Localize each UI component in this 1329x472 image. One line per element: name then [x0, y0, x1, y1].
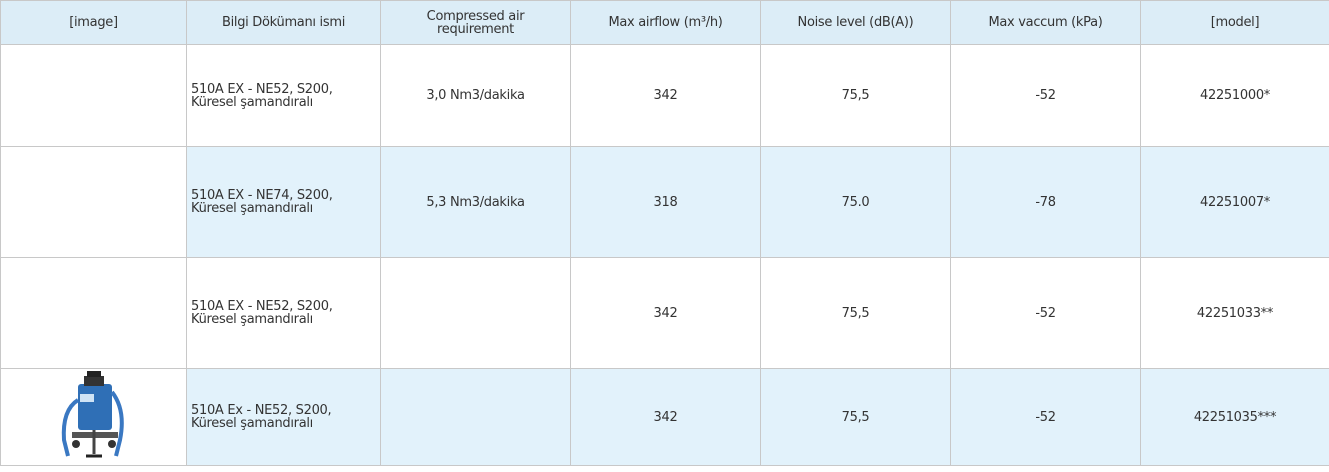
- table-row: 510A EX - NE74, S200, Küresel şamandıral…: [1, 147, 1329, 258]
- table-cell: 75,5: [761, 45, 951, 147]
- header-cell: Max vaccum (kPa): [951, 1, 1141, 45]
- table-cell: 510A EX - NE74, S200, Küresel şamandıral…: [187, 147, 381, 258]
- header-cell: Compressed air requirement: [381, 1, 571, 45]
- table-cell: 42251000*: [1141, 45, 1329, 147]
- table-cell: 42251007*: [1141, 147, 1329, 258]
- table-cell: 318: [571, 147, 761, 258]
- table-cell: 342: [571, 258, 761, 369]
- header-cell: [image]: [1, 1, 187, 45]
- table-row: 510A EX - NE52, S200, Küresel şamandıral…: [1, 258, 1329, 369]
- table-cell: 342: [571, 369, 761, 466]
- header-cell: Bilgi Dökümanı ismi: [187, 1, 381, 45]
- header-cell: Max airflow (m³/h): [571, 1, 761, 45]
- table-cell: -52: [951, 45, 1141, 147]
- table-cell: 5,3 Nm3/dakika: [381, 147, 571, 258]
- table-cell: 510A EX - NE52, S200, Küresel şamandıral…: [187, 258, 381, 369]
- page: [image]Bilgi Dökümanı ismiCompressed air…: [0, 0, 1329, 472]
- table-cell: [381, 369, 571, 466]
- image-cell: [1, 369, 187, 466]
- table-cell: 75.0: [761, 147, 951, 258]
- image-cell: [1, 147, 187, 258]
- table-cell: -52: [951, 258, 1141, 369]
- table-cell: 510A Ex - NE52, S200, Küresel şamandıral…: [187, 369, 381, 466]
- table-cell: 75,5: [761, 369, 951, 466]
- table-cell: 75,5: [761, 258, 951, 369]
- table-cell: 42251035***: [1141, 369, 1329, 466]
- table-body: 510A EX - NE52, S200, Küresel şamandıral…: [1, 45, 1329, 466]
- table-cell: 3,0 Nm3/dakika: [381, 45, 571, 147]
- table-cell: 342: [571, 45, 761, 147]
- header-cell: Noise level (dB(A)): [761, 1, 951, 45]
- header-cell: [model]: [1141, 1, 1329, 45]
- product-image: [54, 370, 134, 460]
- product-table: [image]Bilgi Dökümanı ismiCompressed air…: [0, 0, 1329, 466]
- image-cell: [1, 258, 187, 369]
- table-row: 510A Ex - NE52, S200, Küresel şamandıral…: [1, 369, 1329, 466]
- table-cell: 510A EX - NE52, S200, Küresel şamandıral…: [187, 45, 381, 147]
- table-cell: 42251033**: [1141, 258, 1329, 369]
- table-cell: -78: [951, 147, 1141, 258]
- table-row: 510A EX - NE52, S200, Küresel şamandıral…: [1, 45, 1329, 147]
- image-cell: [1, 45, 187, 147]
- table-cell: -52: [951, 369, 1141, 466]
- table-cell: [381, 258, 571, 369]
